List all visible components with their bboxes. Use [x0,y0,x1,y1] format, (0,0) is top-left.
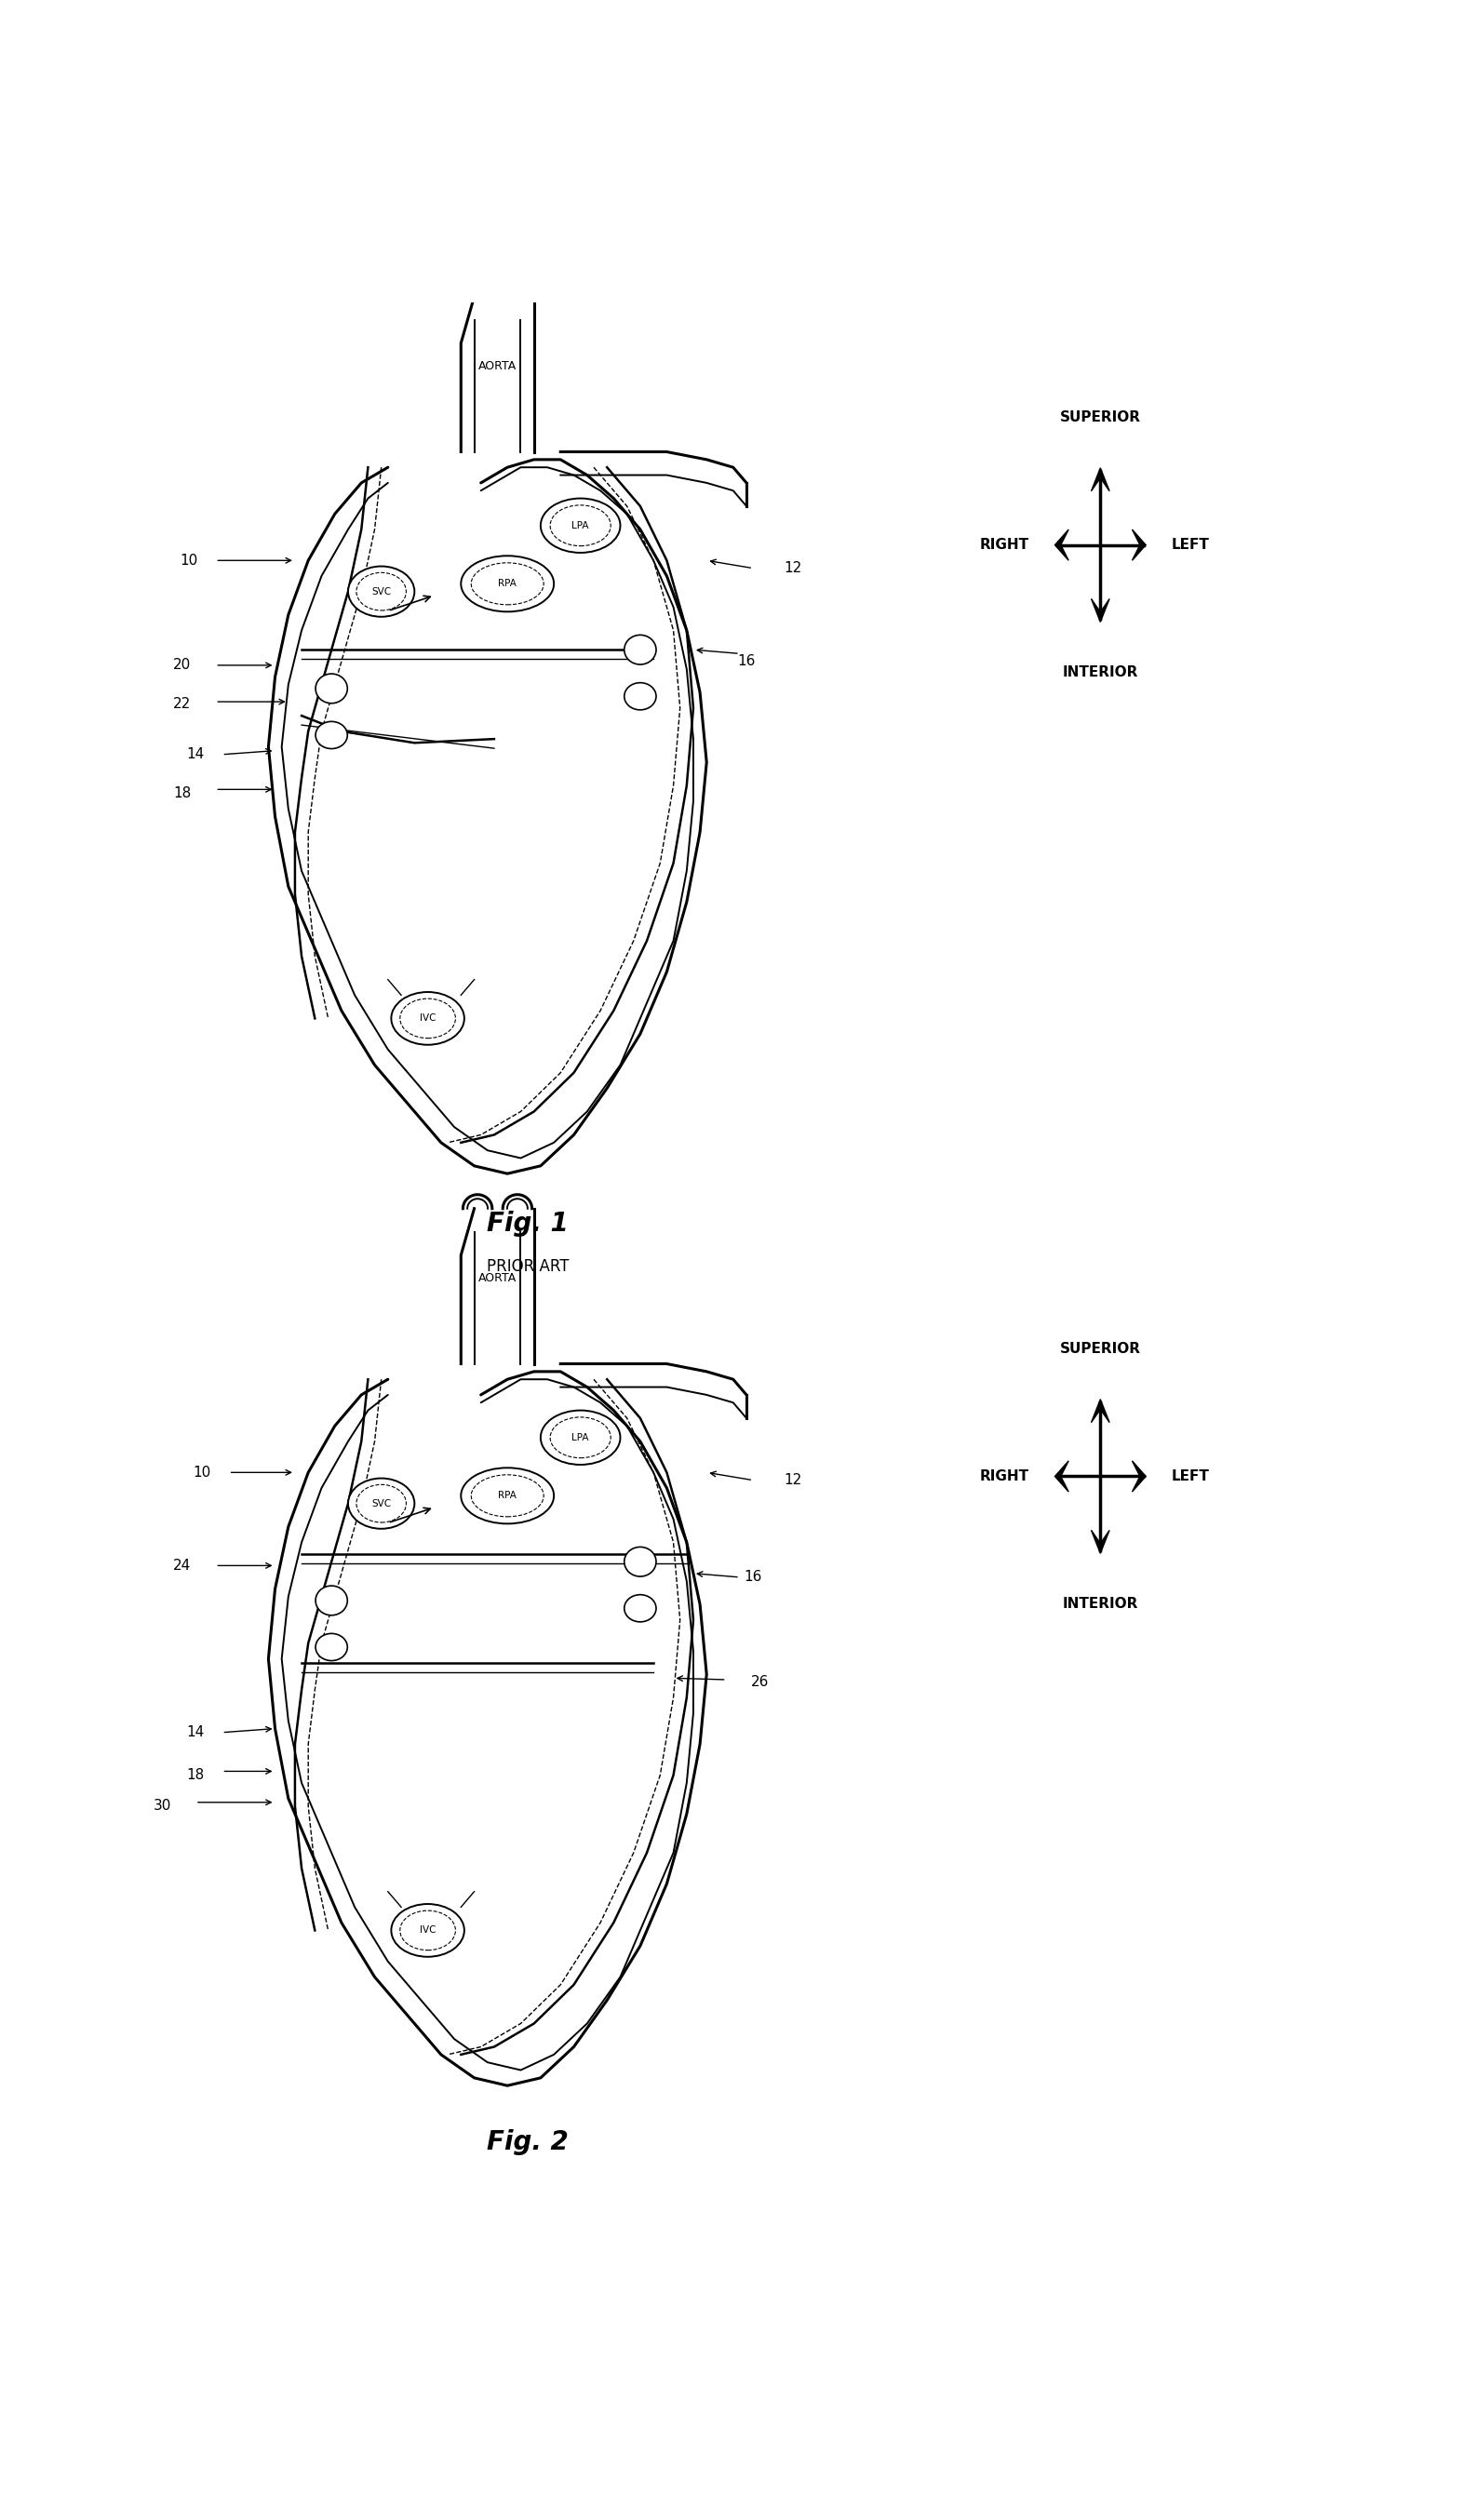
Ellipse shape [461,1467,554,1525]
Text: 14: 14 [186,748,204,761]
Text: 18: 18 [173,786,191,801]
Text: 16: 16 [737,655,755,668]
Ellipse shape [391,993,464,1046]
Text: AORTA: AORTA [479,360,517,373]
Text: IVC: IVC [419,1013,436,1023]
Text: 12: 12 [784,562,802,575]
Text: 12: 12 [784,1474,802,1487]
Ellipse shape [625,635,656,665]
Text: 22: 22 [173,698,191,711]
Text: LEFT: LEFT [1171,1469,1210,1484]
Polygon shape [1131,1462,1146,1492]
Text: RIGHT: RIGHT [979,537,1029,552]
Text: 26: 26 [750,1676,768,1688]
Text: Fig. 1: Fig. 1 [487,1212,569,1237]
Ellipse shape [541,1411,620,1464]
Ellipse shape [625,683,656,711]
Text: RPA: RPA [498,580,517,587]
Text: RIGHT: RIGHT [979,1469,1029,1484]
Ellipse shape [349,567,415,617]
Text: LPA: LPA [572,1434,589,1441]
Text: SUPERIOR: SUPERIOR [1060,1343,1140,1356]
Polygon shape [1092,600,1109,622]
Text: LPA: LPA [572,522,589,529]
Text: SUPERIOR: SUPERIOR [1060,411,1140,426]
Ellipse shape [541,499,620,552]
Ellipse shape [349,1479,415,1530]
Text: SVC: SVC [371,1499,391,1507]
Text: 16: 16 [744,1570,762,1585]
Ellipse shape [316,1585,347,1615]
Text: SVC: SVC [371,587,391,597]
Text: 10: 10 [193,1467,211,1479]
Ellipse shape [316,673,347,703]
Ellipse shape [391,1905,464,1958]
Text: IVC: IVC [419,1925,436,1935]
Ellipse shape [316,721,347,748]
Ellipse shape [625,1547,656,1578]
Polygon shape [1092,1530,1109,1552]
Text: RPA: RPA [498,1492,517,1499]
Ellipse shape [625,1595,656,1623]
Text: 20: 20 [173,658,191,673]
Text: INTERIOR: INTERIOR [1062,665,1139,680]
Text: Fig. 2: Fig. 2 [487,2129,569,2155]
Text: 10: 10 [180,554,198,567]
Text: 14: 14 [186,1726,204,1739]
Text: PRIOR ART: PRIOR ART [487,1257,569,1275]
Text: INTERIOR: INTERIOR [1062,1598,1139,1610]
Text: AORTA: AORTA [479,1273,517,1285]
Text: 30: 30 [154,1799,171,1814]
Text: LEFT: LEFT [1171,537,1210,552]
Polygon shape [1055,529,1069,559]
Text: 18: 18 [186,1769,204,1782]
Text: 24: 24 [173,1560,191,1572]
Polygon shape [1092,469,1109,491]
Ellipse shape [461,557,554,612]
Polygon shape [1131,529,1146,559]
Polygon shape [1055,1462,1069,1492]
Ellipse shape [316,1633,347,1661]
Polygon shape [1092,1399,1109,1421]
